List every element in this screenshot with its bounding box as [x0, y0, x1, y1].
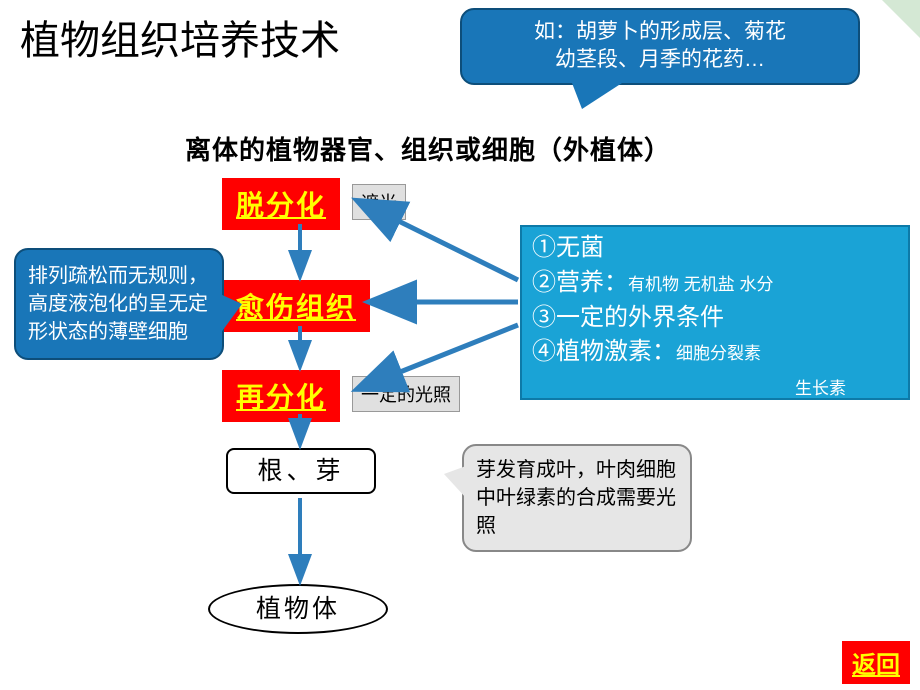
- example-line1: 如：胡萝卜的形成层、菊花: [534, 20, 786, 43]
- cond-hormone: ④植物激素：细胞分裂素: [532, 335, 898, 370]
- result-root-bud: 根、芽: [226, 448, 376, 494]
- cond-hormone-auxin: 生长素: [795, 379, 846, 398]
- example-line2: 幼茎段、月季的花药…: [555, 48, 765, 71]
- conditions-box: ①无菌 ②营养：有机物 无机盐 水分 ③一定的外界条件 ④植物激素：细胞分裂素 …: [520, 225, 910, 400]
- page-title: 植物组织培养技术: [20, 8, 340, 66]
- result-plant: 植物体: [208, 584, 388, 634]
- step-dedifferentiation: 脱分化: [222, 178, 340, 230]
- cond-sterile: ①无菌: [532, 231, 898, 266]
- step-callus: 愈伤组织: [222, 280, 370, 332]
- cond-hormone-label: ④植物激素：: [532, 338, 676, 365]
- label-light: 一定的光照: [352, 376, 460, 412]
- cond-nutrition-detail: 有机物 无机盐 水分: [628, 275, 773, 294]
- cond-hormone-cytokinin: 细胞分裂素: [676, 344, 761, 363]
- cond-hormone-auxin-row: 生长素: [532, 370, 898, 405]
- subtitle-text: 离体的植物器官、组织或细胞（外植体）: [185, 130, 671, 167]
- callus-description-bubble: 排列疏松而无规则，高度液泡化的呈无定形状态的薄壁细胞: [14, 248, 224, 360]
- slide-corner-fold: [882, 0, 920, 38]
- step-redifferentiation: 再分化: [222, 370, 340, 422]
- cond-nutrition: ②营养：有机物 无机盐 水分: [532, 266, 898, 301]
- leaf-description-bubble: 芽发育成叶，叶肉细胞中叶绿素的合成需要光照: [462, 444, 692, 552]
- cond-nutrition-label: ②营养：: [532, 269, 628, 296]
- return-button[interactable]: 返回: [842, 641, 910, 684]
- label-shade: 遮光: [352, 184, 406, 220]
- example-bubble: 如：胡萝卜的形成层、菊花 幼茎段、月季的花药…: [460, 8, 860, 85]
- cond-environment: ③一定的外界条件: [532, 301, 898, 336]
